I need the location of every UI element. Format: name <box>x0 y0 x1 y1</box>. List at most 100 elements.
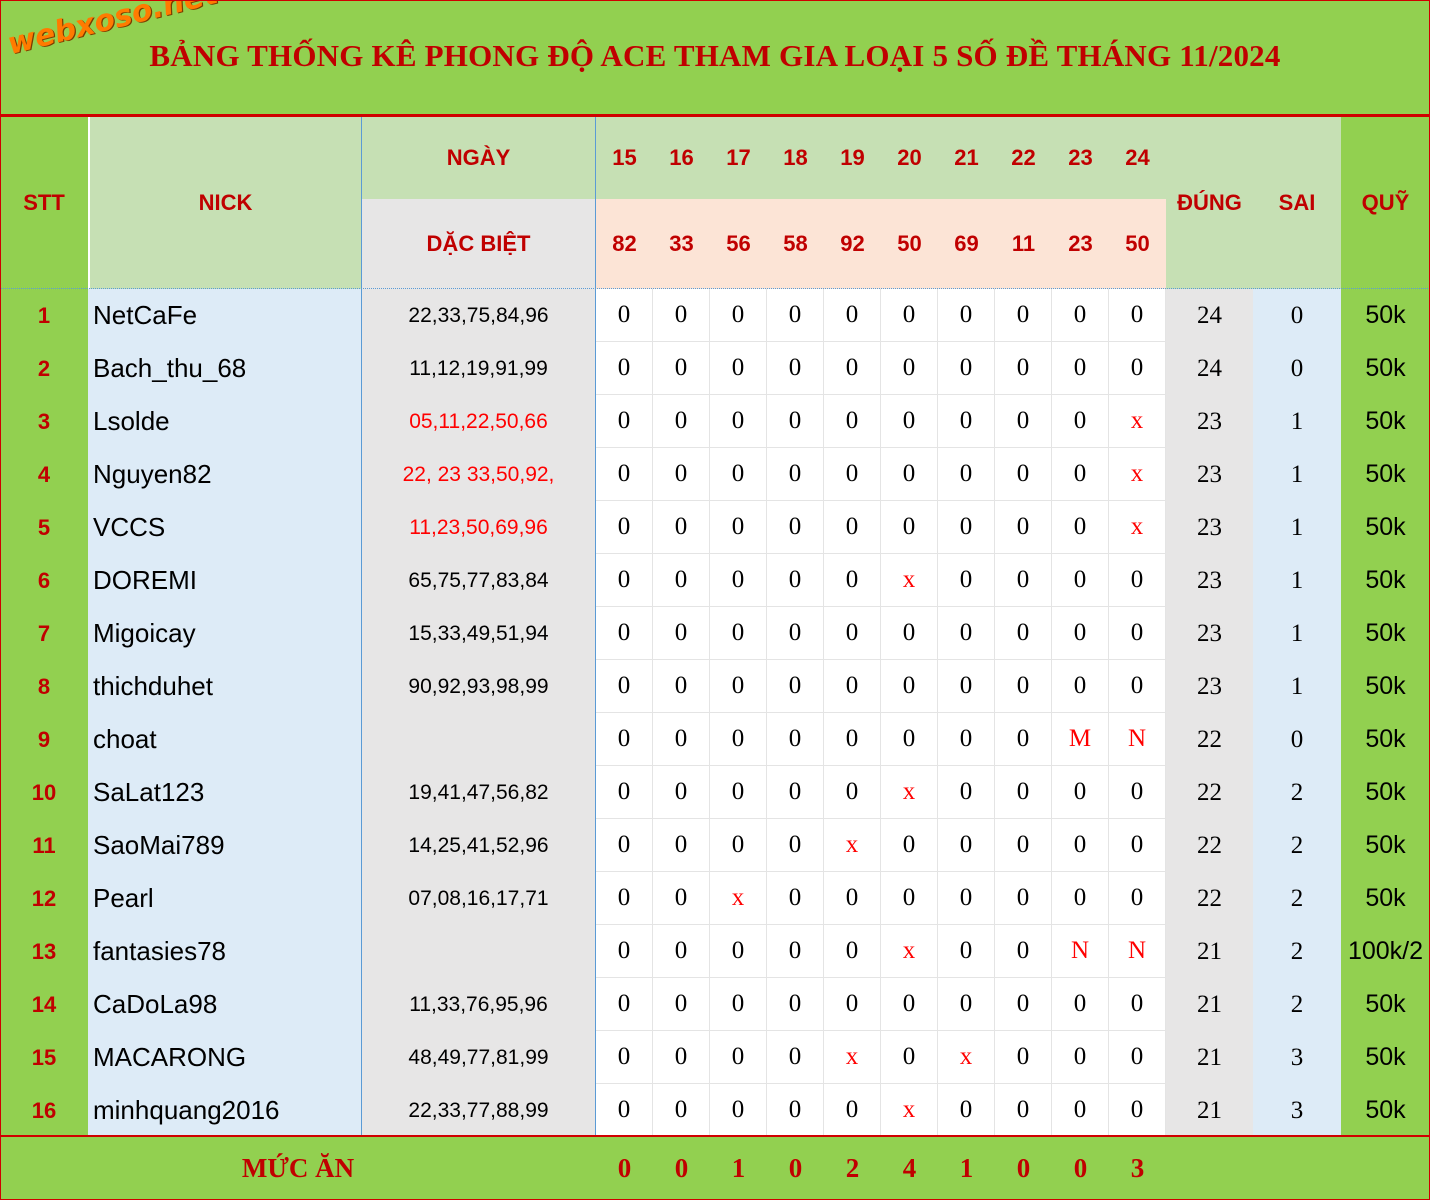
row-day-mark: 0 <box>824 607 881 660</box>
row-day-mark: 0 <box>938 607 995 660</box>
row-day-mark: 0 <box>767 448 824 501</box>
row-day-mark: 0 <box>938 501 995 554</box>
row-day-mark: 0 <box>767 660 824 713</box>
row-numbers: 90,92,93,98,99 <box>362 660 596 713</box>
row-dung: 21 <box>1166 978 1253 1031</box>
row-day-mark: 0 <box>1052 819 1109 872</box>
row-day-mark: 0 <box>824 395 881 448</box>
row-day-mark: 0 <box>1052 1084 1109 1137</box>
row-dung: 21 <box>1166 925 1253 978</box>
row-day-mark: 0 <box>1052 1031 1109 1084</box>
row-day-mark: 0 <box>596 1084 653 1137</box>
row-numbers: 07,08,16,17,71 <box>362 872 596 925</box>
row-stt: 7 <box>0 607 88 660</box>
row-day-mark: 0 <box>881 978 938 1031</box>
row-day-mark: 0 <box>596 607 653 660</box>
header-day: 17 <box>726 145 751 170</box>
footer-value: 0 <box>617 1153 632 1183</box>
row-day-mark: 0 <box>710 607 767 660</box>
row-sai: 0 <box>1253 289 1341 342</box>
row-day-mark: 0 <box>710 1084 767 1137</box>
row-quy: 50k <box>1341 289 1430 342</box>
row-stt: 1 <box>0 289 88 342</box>
row-day-mark: 0 <box>767 1031 824 1084</box>
row-day-mark: 0 <box>995 978 1052 1031</box>
row-day-mark: 0 <box>995 872 1052 925</box>
row-day-mark: x <box>1109 501 1166 554</box>
row-day-mark: 0 <box>995 501 1052 554</box>
row-day-mark: 0 <box>596 342 653 395</box>
row-day-mark: x <box>710 872 767 925</box>
row-day-mark: 0 <box>881 1031 938 1084</box>
row-numbers: 22,33,75,84,96 <box>362 289 596 342</box>
row-sai: 2 <box>1253 978 1341 1031</box>
row-day-mark: 0 <box>995 925 1052 978</box>
row-day-mark: 0 <box>653 554 710 607</box>
row-stt: 5 <box>0 501 88 554</box>
row-day-mark: N <box>1109 925 1166 978</box>
header-quy: QUỸ <box>1341 117 1430 289</box>
header-special-number: 33 <box>669 231 694 256</box>
row-quy: 50k <box>1341 978 1430 1031</box>
row-nick: minhquang2016 <box>88 1084 362 1137</box>
row-numbers: 14,25,41,52,96 <box>362 819 596 872</box>
row-stt: 16 <box>0 1084 88 1137</box>
row-day-mark: 0 <box>596 554 653 607</box>
row-day-mark: 0 <box>596 395 653 448</box>
row-day-mark: 0 <box>710 448 767 501</box>
footer-value: 1 <box>731 1153 746 1183</box>
header-day: 24 <box>1125 145 1150 170</box>
row-day-mark: 0 <box>1109 819 1166 872</box>
row-day-mark: 0 <box>710 289 767 342</box>
row-stt: 14 <box>0 978 88 1031</box>
row-day-mark: 0 <box>653 978 710 1031</box>
row-day-mark: 0 <box>995 395 1052 448</box>
row-nick: Nguyen82 <box>88 448 362 501</box>
row-day-mark: 0 <box>995 819 1052 872</box>
row-day-mark: 0 <box>653 289 710 342</box>
row-day-mark: 0 <box>938 819 995 872</box>
row-day-mark: 0 <box>767 713 824 766</box>
header-day: 20 <box>897 145 922 170</box>
row-day-mark: 0 <box>767 395 824 448</box>
row-day-mark: 0 <box>995 1031 1052 1084</box>
footer-value: 0 <box>1073 1153 1088 1183</box>
row-day-mark: M <box>1052 713 1109 766</box>
row-quy: 50k <box>1341 1084 1430 1137</box>
row-day-mark: 0 <box>995 660 1052 713</box>
row-day-mark: 0 <box>995 554 1052 607</box>
row-dung: 21 <box>1166 1031 1253 1084</box>
row-dung: 23 <box>1166 607 1253 660</box>
header-dac-biet: DẶC BIỆT <box>362 199 596 289</box>
row-sai: 1 <box>1253 554 1341 607</box>
row-sai: 1 <box>1253 448 1341 501</box>
row-quy: 50k <box>1341 395 1430 448</box>
row-day-mark: 0 <box>995 448 1052 501</box>
row-day-mark: 0 <box>1109 660 1166 713</box>
row-quy: 50k <box>1341 448 1430 501</box>
row-day-mark: 0 <box>995 607 1052 660</box>
row-nick: Migoicay <box>88 607 362 660</box>
header-stt: STT <box>0 117 88 289</box>
row-sai: 2 <box>1253 819 1341 872</box>
row-day-mark: 0 <box>596 660 653 713</box>
row-day-mark: 0 <box>710 925 767 978</box>
row-nick: CaDoLa98 <box>88 978 362 1031</box>
row-day-mark: 0 <box>653 766 710 819</box>
row-day-mark: 0 <box>653 872 710 925</box>
row-day-mark: 0 <box>881 819 938 872</box>
footer-value: 0 <box>1016 1153 1031 1183</box>
row-day-mark: 0 <box>710 713 767 766</box>
row-numbers: 11,33,76,95,96 <box>362 978 596 1031</box>
row-sai: 0 <box>1253 342 1341 395</box>
row-stt: 11 <box>0 819 88 872</box>
header-special-number: 58 <box>783 231 808 256</box>
row-day-mark: x <box>1109 448 1166 501</box>
row-quy: 50k <box>1341 342 1430 395</box>
row-quy: 100k/2 <box>1341 925 1430 978</box>
row-stt: 15 <box>0 1031 88 1084</box>
row-day-mark: 0 <box>824 1084 881 1137</box>
header-day: 15 <box>612 145 637 170</box>
row-day-mark: 0 <box>653 448 710 501</box>
